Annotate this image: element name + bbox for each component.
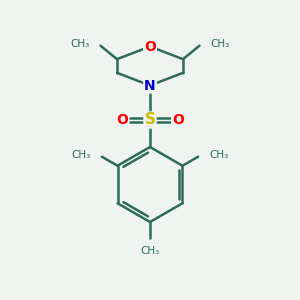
Text: CH₃: CH₃ xyxy=(71,150,91,160)
Text: O: O xyxy=(116,113,128,127)
Text: S: S xyxy=(145,112,155,128)
Text: CH₃: CH₃ xyxy=(71,39,90,49)
Text: CH₃: CH₃ xyxy=(210,39,229,49)
Text: O: O xyxy=(144,40,156,53)
Text: CH₃: CH₃ xyxy=(140,246,160,256)
Text: N: N xyxy=(144,79,156,92)
Text: CH₃: CH₃ xyxy=(209,150,229,160)
Text: O: O xyxy=(172,113,184,127)
